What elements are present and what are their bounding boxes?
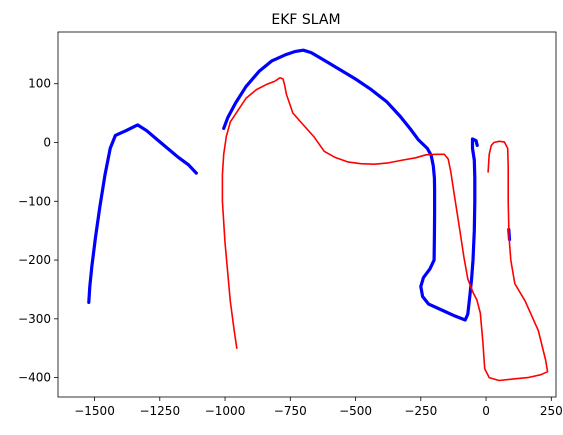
series-red-track bbox=[221, 77, 549, 382]
y-tick-label: −100 bbox=[18, 194, 51, 208]
x-tick-label: −1000 bbox=[205, 404, 246, 418]
x-axis: −1500 −1250 −1000 −750 −500 −250 0 250 bbox=[74, 397, 563, 418]
red-track-line bbox=[221, 77, 549, 382]
y-tick-label: 0 bbox=[43, 135, 51, 149]
plot-area bbox=[57, 31, 557, 398]
y-tick-label: −200 bbox=[18, 253, 51, 267]
plot-frame bbox=[57, 31, 557, 398]
blue-track-line bbox=[222, 48, 479, 322]
series-layer bbox=[87, 48, 549, 382]
x-tick-label: −1250 bbox=[139, 404, 180, 418]
blue-track-line bbox=[87, 123, 198, 304]
plot-background bbox=[58, 32, 556, 397]
x-tick-label: −750 bbox=[274, 404, 307, 418]
y-tick-label: −300 bbox=[18, 312, 51, 326]
x-tick-label: −250 bbox=[404, 404, 437, 418]
y-axis: 100 0 −100 −200 −300 −400 bbox=[18, 77, 58, 385]
x-tick-label: 0 bbox=[482, 404, 490, 418]
chart-title: EKF SLAM bbox=[271, 12, 340, 28]
x-tick-label: −1500 bbox=[74, 404, 115, 418]
x-tick-label: 250 bbox=[540, 404, 563, 418]
y-tick-label: 100 bbox=[28, 77, 51, 91]
x-tick-label: −500 bbox=[339, 404, 372, 418]
y-tick-label: −400 bbox=[18, 371, 51, 385]
